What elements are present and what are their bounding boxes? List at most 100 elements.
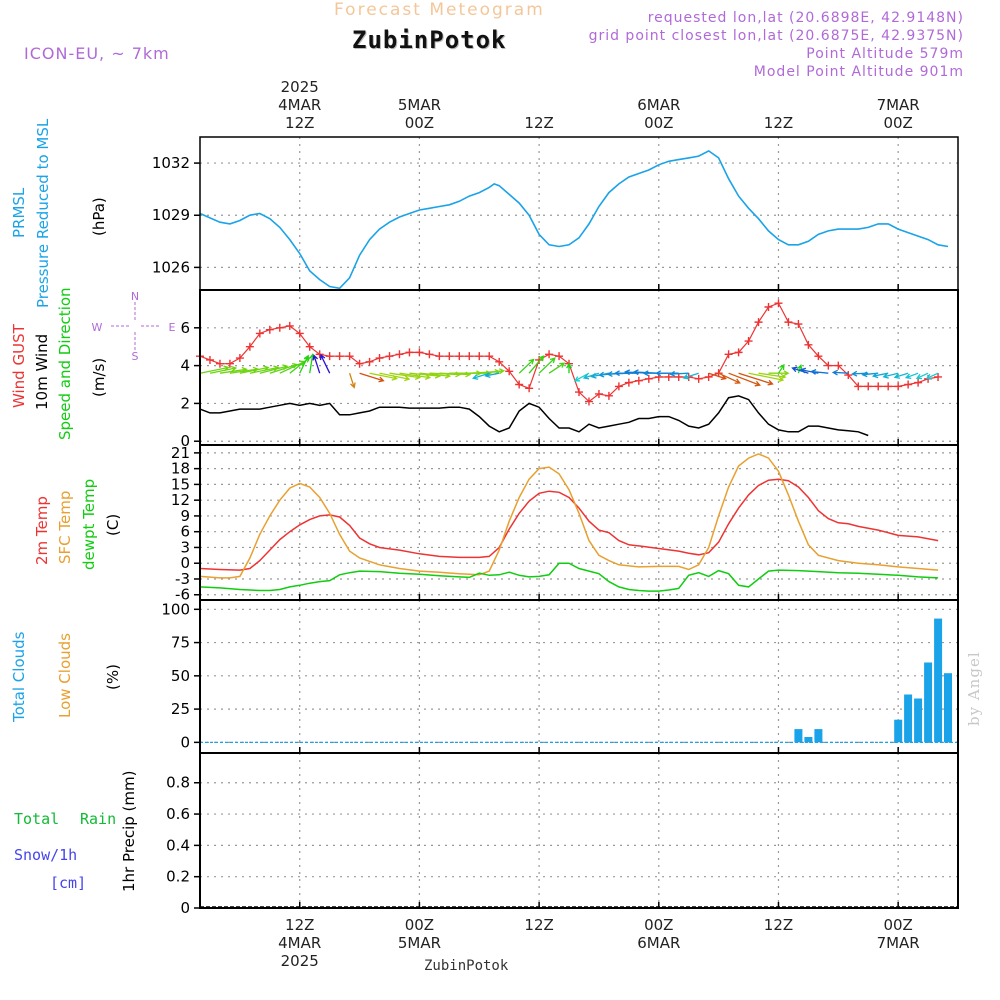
wind-direction-arrow — [299, 354, 310, 374]
y-tick-label: 4 — [180, 357, 190, 375]
gust-marker — [594, 389, 603, 398]
y-tick-label: 18 — [171, 460, 190, 478]
y-tick-label: 21 — [171, 444, 190, 462]
gust-marker — [325, 352, 334, 361]
top-time-label: 00Z — [644, 114, 673, 132]
gust-marker — [894, 382, 903, 391]
gust-marker — [724, 350, 733, 359]
gust-marker — [365, 357, 374, 366]
y-tick-label: 50 — [171, 667, 190, 685]
wind-direction-arrow — [538, 357, 556, 374]
bottom-time-label: 5MAR — [398, 934, 441, 952]
y-tick-label: -6 — [175, 586, 190, 604]
y-tick-label: 1026 — [152, 258, 190, 276]
gust-marker — [934, 372, 943, 381]
wind-direction-arrow — [548, 362, 566, 374]
bottom-time-label: 12Z — [764, 916, 793, 934]
point-altitude: Point Altitude 579m — [806, 46, 964, 62]
requested-coords: requested lon,lat (20.6898E, 42.9148N) — [647, 10, 964, 26]
wind-direction-arrow — [209, 365, 238, 374]
wind-direction-arrow — [882, 372, 899, 379]
chart-title: Forecast Meteogram — [334, 0, 545, 20]
panel-frame — [199, 599, 959, 754]
y-tick-label: 75 — [171, 634, 190, 652]
wind-direction-arrow — [915, 372, 929, 380]
gust-marker — [275, 323, 284, 332]
total-label: Total — [14, 810, 60, 828]
y-tick-label: 6 — [180, 523, 190, 541]
gust-marker — [385, 352, 394, 361]
gust-marker — [455, 352, 464, 361]
temp-2m-line — [199, 478, 939, 571]
y-tick-label: 0.6 — [166, 805, 190, 823]
gust-marker — [804, 340, 813, 349]
wind-direction-arrow — [810, 368, 829, 375]
y-tick-label: 2 — [180, 394, 190, 412]
cloud-bar — [804, 737, 813, 743]
bottom-time-label: 00Z — [644, 916, 673, 934]
bottom-time-label: 4MAR — [278, 934, 321, 952]
top-time-label: 00Z — [883, 114, 912, 132]
wind-direction-arrow — [768, 370, 790, 377]
gust-marker — [834, 361, 843, 370]
gust-marker — [744, 337, 753, 346]
wind-direction-arrow — [758, 372, 787, 380]
bottom-time-label: 12Z — [524, 916, 553, 934]
compass-s: S — [132, 350, 139, 363]
gust-marker — [644, 374, 653, 383]
y-tick-label: 1029 — [152, 206, 190, 224]
gust-marker — [784, 318, 793, 327]
wind-direction-arrow — [893, 372, 909, 379]
compass-icon: N S W E — [92, 290, 176, 363]
gust-marker — [664, 372, 673, 381]
gust-marker — [844, 371, 853, 380]
gust-marker — [375, 354, 384, 363]
gust-line — [199, 302, 939, 403]
gust-marker — [604, 391, 613, 400]
compass-n: N — [131, 290, 139, 303]
prmsl-line — [199, 149, 949, 290]
closest-coords: grid point closest lon,lat (20.6875E, 42… — [588, 28, 964, 44]
gust-marker — [425, 350, 434, 359]
wind-direction-arrow — [479, 368, 506, 375]
gust-marker — [614, 382, 623, 391]
gust-marker — [545, 350, 554, 359]
top-time-label: 00Z — [405, 114, 434, 132]
gust-marker — [265, 325, 274, 334]
sfc-temp-line — [199, 453, 939, 579]
wind-direction-arrow — [777, 363, 785, 374]
y-tick-label: 15 — [171, 475, 190, 493]
model-label: ICON-EU, ~ 7km — [24, 44, 170, 63]
wind-direction-arrow — [925, 372, 939, 380]
wind-direction-arrow — [728, 372, 761, 387]
gust-marker — [245, 342, 254, 351]
y-tick-label: 0.2 — [166, 868, 190, 886]
y-tick-label: 6 — [180, 319, 190, 337]
top-time-label: 12Z — [764, 114, 793, 132]
top-time-label: 2025 — [281, 78, 319, 96]
bottom-time-label: 2025 — [281, 952, 319, 970]
wind-direction-arrow — [748, 372, 785, 383]
gust-marker — [345, 352, 354, 361]
gust-marker — [335, 352, 344, 361]
gust-marker — [475, 352, 484, 361]
top-time-label: 7MAR — [877, 96, 920, 114]
rain-label: Rain — [80, 810, 117, 828]
gust-marker — [525, 384, 534, 393]
wind-direction-arrow — [655, 370, 679, 377]
panel-frame — [199, 752, 959, 909]
bottom-time-label: 00Z — [405, 916, 434, 934]
wind-direction-arrow — [682, 372, 699, 380]
top-time-label: 5MAR — [398, 96, 441, 114]
gust-marker — [485, 352, 494, 361]
snow-unit-label: [cm] — [50, 874, 87, 892]
y-tick-label: 12 — [171, 491, 190, 509]
bottom-time-label: 00Z — [883, 916, 912, 934]
gust-marker — [584, 397, 593, 406]
gust-marker — [495, 357, 504, 366]
wind-direction-arrow — [484, 372, 500, 379]
wind-direction-arrow — [831, 369, 849, 376]
panel-clouds: 0 25 50 75 100 — [161, 600, 958, 753]
wind-direction-arrow — [799, 367, 819, 374]
